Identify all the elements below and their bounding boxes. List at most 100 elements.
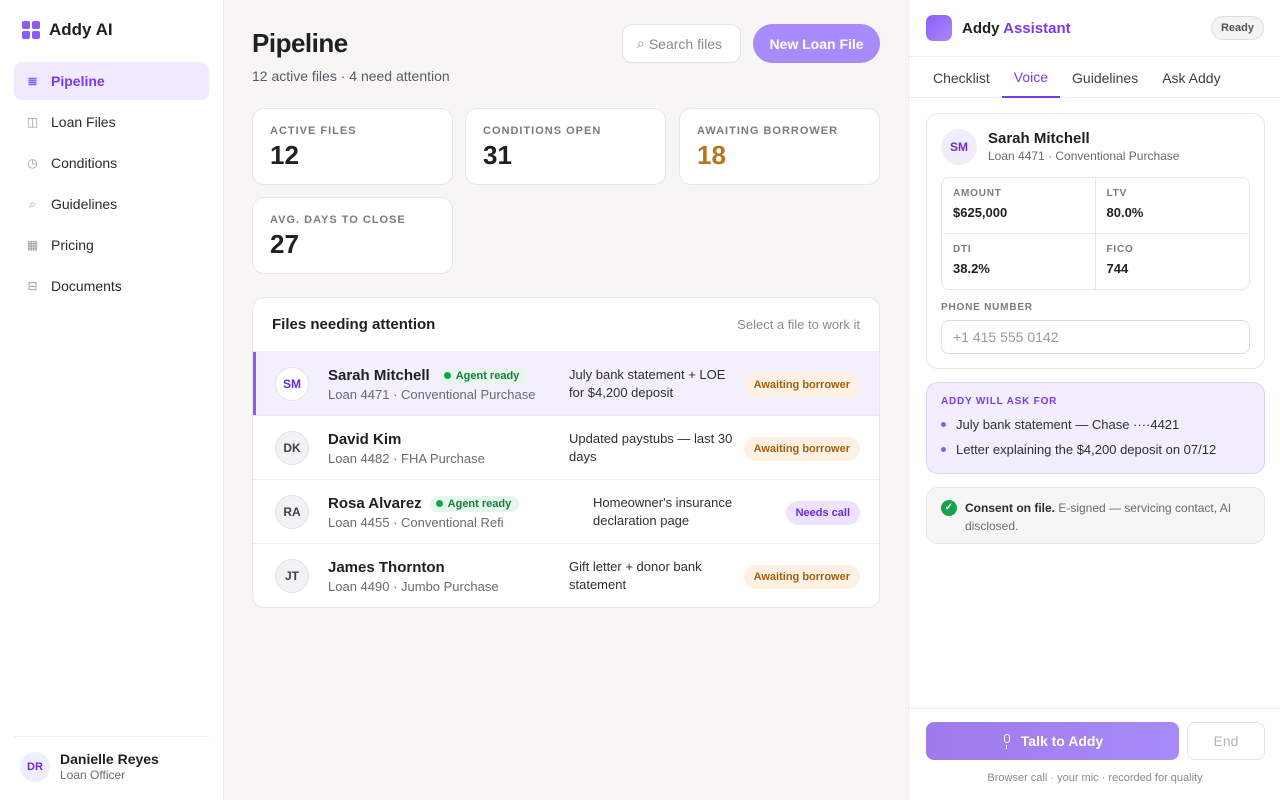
borrower-name-text: Rosa Alvarez bbox=[328, 495, 422, 512]
metric-amount: AMOUNT $625,000 bbox=[942, 178, 1096, 234]
stat-card-avg-days-to-close: AVG. DAYS TO CLOSE 27 bbox=[252, 197, 453, 274]
ask-title: ADDY WILL ASK FOR bbox=[941, 396, 1058, 407]
borrower-name-text: Sarah Mitchell bbox=[328, 367, 430, 384]
metric-label: AMOUNT bbox=[953, 188, 1002, 199]
sidebar-item-pricing[interactable]: ▦ Pricing bbox=[14, 226, 209, 264]
sidebar-item-pipeline[interactable]: ≣ Pipeline bbox=[14, 62, 209, 100]
metric-value: $625,000 bbox=[953, 205, 1008, 220]
stat-value: 27 bbox=[270, 229, 299, 259]
files-header: Files needing attention Select a file to… bbox=[253, 298, 879, 352]
borrower-name-text: James Thornton bbox=[328, 559, 445, 576]
loan-info: Loan 4471 · Conventional Purchase bbox=[988, 149, 1180, 163]
tab-voice[interactable]: Voice bbox=[1001, 57, 1061, 98]
bullet-icon bbox=[941, 447, 946, 452]
sidebar-item-conditions[interactable]: ◷ Conditions bbox=[14, 144, 209, 182]
loan-metrics: AMOUNT $625,000 LTV 80.0% DTI 38.2% FICO… bbox=[941, 177, 1250, 290]
sidebar-item-loan-files[interactable]: ◫ Loan Files bbox=[14, 103, 209, 141]
search-icon: ⌕ bbox=[29, 196, 36, 211]
ask-item-text: Letter explaining the $4,200 deposit on … bbox=[956, 442, 1217, 457]
loan-info: Loan 4455 · Conventional Refi bbox=[328, 515, 504, 530]
phone-number-input[interactable] bbox=[941, 320, 1250, 354]
sidebar-item-label: Pricing bbox=[51, 237, 94, 253]
ask-item-text: July bank statement — Chase ····4421 bbox=[956, 417, 1180, 432]
stat-value: 18 bbox=[697, 140, 726, 170]
needed-item: Homeowner's insurance declaration page bbox=[593, 495, 733, 528]
agent-ready-label: Agent ready bbox=[455, 369, 520, 382]
needed-item: Gift letter + donor bank statement bbox=[569, 559, 702, 592]
page-subtitle: 12 active files · 4 need attention bbox=[252, 68, 450, 84]
loan-info: Loan 4482 · FHA Purchase bbox=[328, 451, 485, 466]
page-title: Pipeline bbox=[252, 28, 348, 58]
clock-icon: ◷ bbox=[27, 156, 38, 170]
sidebar-item-documents[interactable]: ⊟ Documents bbox=[14, 267, 209, 305]
sidebar-item-label: Conditions bbox=[51, 155, 118, 171]
phone-label: PHONE NUMBER bbox=[941, 302, 1033, 313]
borrower-name-text: David Kim bbox=[328, 431, 402, 448]
brand[interactable]: Addy AI bbox=[22, 20, 113, 40]
avatar: DK bbox=[275, 431, 309, 465]
metric-label: LTV bbox=[1106, 188, 1128, 199]
metric-ltv: LTV 80.0% bbox=[1095, 178, 1249, 234]
tab-checklist[interactable]: Checklist bbox=[933, 69, 990, 86]
list-item: Letter explaining the $4,200 deposit on … bbox=[941, 442, 1250, 457]
search-input[interactable] bbox=[648, 35, 729, 52]
avatar: JT bbox=[275, 559, 309, 593]
list-icon: ≣ bbox=[27, 74, 38, 88]
metric-dti: DTI 38.2% bbox=[942, 233, 1096, 289]
table-row[interactable]: SM Sarah Mitchell Agent ready Loan 4471 … bbox=[253, 352, 879, 416]
borrower-name: Sarah Mitchell Agent ready bbox=[328, 367, 528, 384]
assistant-title-a: Addy bbox=[962, 19, 1000, 37]
status-dot-icon bbox=[443, 372, 451, 379]
assistant-footer: Talk to Addy End Browser call · your mic… bbox=[909, 708, 1280, 800]
sidebar-item-label: Pipeline bbox=[51, 73, 105, 89]
needed-item: July bank statement + LOE for $4,200 dep… bbox=[569, 367, 726, 400]
table-row[interactable]: RA Rosa Alvarez Agent ready Loan 4455 · … bbox=[253, 480, 879, 544]
addy-will-ask-for: ADDY WILL ASK FOR July bank statement — … bbox=[926, 382, 1265, 474]
stat-card-conditions-open: CONDITIONS OPEN 31 bbox=[465, 108, 666, 185]
talk-to-addy-button[interactable]: Talk to Addy bbox=[926, 722, 1179, 760]
main-content: Pipeline 12 active files · 4 need attent… bbox=[224, 0, 908, 800]
stat-value: 12 bbox=[270, 140, 299, 170]
metric-label: FICO bbox=[1106, 243, 1134, 255]
brand-name: Addy AI bbox=[49, 20, 113, 39]
loan-info: Loan 4471 · Conventional Purchase bbox=[328, 387, 536, 402]
stat-label: CONDITIONS OPEN bbox=[483, 125, 602, 137]
stat-card-active-files: ACTIVE FILES 12 bbox=[252, 108, 453, 185]
document-icon: ⊟ bbox=[27, 279, 38, 293]
stat-label: AWAITING BORROWER bbox=[697, 125, 839, 137]
assistant-header: Addy Assistant bbox=[926, 15, 1071, 41]
agent-ready-badge: Agent ready bbox=[437, 367, 528, 384]
consent-notice: ✓ Consent on file. E-signed — servicing … bbox=[926, 487, 1265, 544]
sidebar-nav: ≣ Pipeline ◫ Loan Files ◷ Conditions ⌕ G… bbox=[14, 62, 209, 308]
assistant-panel: Addy Assistant Ready Checklist Voice Gui… bbox=[908, 0, 1280, 800]
brand-logo-icon bbox=[22, 21, 40, 39]
tab-guidelines[interactable]: Guidelines bbox=[1072, 69, 1139, 86]
loan-info: Loan 4490 · Jumbo Purchase bbox=[328, 579, 499, 594]
avatar: RA bbox=[275, 495, 309, 529]
sidebar-item-guidelines[interactable]: ⌕ Guidelines bbox=[14, 185, 209, 223]
metric-value: 38.2% bbox=[953, 260, 990, 276]
stat-card-awaiting-borrower: AWAITING BORROWER 18 bbox=[679, 108, 880, 185]
assistant-title-b: Assistant bbox=[1003, 19, 1071, 37]
agent-ready-badge: Agent ready bbox=[429, 495, 520, 512]
files-title: Files needing attention bbox=[272, 316, 436, 333]
folder-icon: ◫ bbox=[26, 115, 39, 129]
stat-label: AVG. DAYS TO CLOSE bbox=[270, 214, 406, 226]
status-badge: Needs call bbox=[785, 501, 860, 525]
tab-ask-addy[interactable]: Ask Addy bbox=[1162, 69, 1221, 86]
table-row[interactable]: JT James Thornton Loan 4490 · Jumbo Purc… bbox=[253, 544, 879, 607]
user-profile[interactable]: DR Danielle Reyes Loan Officer bbox=[14, 736, 209, 782]
new-loan-file-button[interactable]: New Loan File bbox=[753, 24, 880, 63]
table-row[interactable]: DK David Kim Loan 4482 · FHA Purchase Up… bbox=[253, 416, 879, 480]
files-hint: Select a file to work it bbox=[737, 317, 860, 332]
end-call-button[interactable]: End bbox=[1187, 722, 1265, 760]
stat-value: 31 bbox=[483, 140, 512, 170]
search-box[interactable]: ⌕ bbox=[622, 24, 741, 63]
assistant-tabs: Checklist Voice Guidelines Ask Addy bbox=[909, 56, 1280, 98]
metric-value: 744 bbox=[1106, 260, 1129, 276]
user-name: Danielle Reyes bbox=[60, 751, 159, 767]
talk-button-label: Talk to Addy bbox=[1020, 733, 1104, 749]
borrower-name: James Thornton bbox=[328, 559, 445, 576]
avatar: SM bbox=[941, 129, 977, 165]
files-needing-attention: Files needing attention Select a file to… bbox=[252, 297, 880, 608]
